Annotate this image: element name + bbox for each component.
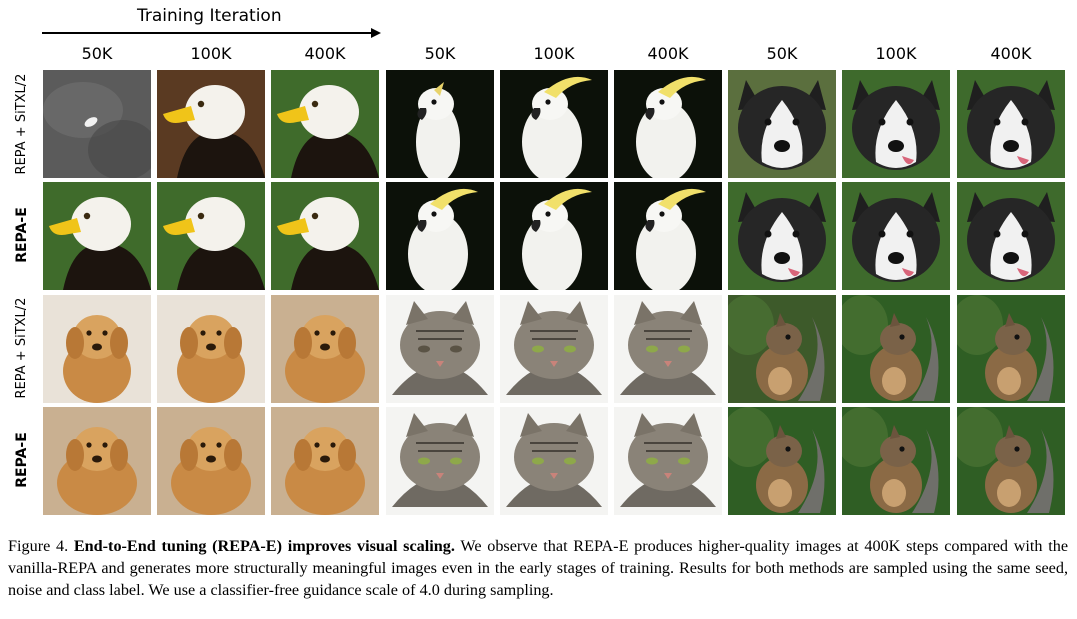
eagle-sample-image bbox=[271, 182, 379, 290]
column-label: 50K bbox=[766, 44, 798, 63]
golden-retriever-sample-image bbox=[43, 295, 151, 403]
column-labels: 50K 100K 400K 50K 100K 400K 50K 100K 400… bbox=[0, 44, 1077, 68]
husky-sample-image bbox=[957, 182, 1065, 290]
husky-sample-image bbox=[842, 70, 950, 178]
husky-sample-image bbox=[728, 70, 836, 178]
squirrel-sample-image bbox=[728, 407, 836, 515]
column-label: 50K bbox=[81, 44, 113, 63]
cockatoo-sample-image bbox=[386, 70, 494, 178]
row-label-vanilla: REPA + SiTXL/2 bbox=[14, 73, 29, 175]
caption-prefix: Figure 4. bbox=[8, 537, 69, 555]
eagle-sample-image bbox=[43, 182, 151, 290]
eagle-sample-image bbox=[157, 182, 265, 290]
eagle-sample-image bbox=[157, 70, 265, 178]
cockatoo-sample-image bbox=[500, 70, 608, 178]
cockatoo-sample-image bbox=[614, 70, 722, 178]
golden-retriever-sample-image bbox=[271, 295, 379, 403]
figure-caption: Figure 4. End-to-End tuning (REPA-E) imp… bbox=[8, 535, 1068, 601]
training-iteration-arrow bbox=[42, 28, 381, 38]
squirrel-sample-image bbox=[957, 295, 1065, 403]
husky-sample-image bbox=[957, 70, 1065, 178]
column-label: 100K bbox=[875, 44, 917, 63]
squirrel-sample-image bbox=[957, 407, 1065, 515]
golden-retriever-sample-image bbox=[157, 295, 265, 403]
husky-sample-image bbox=[842, 182, 950, 290]
column-label: 100K bbox=[533, 44, 575, 63]
golden-retriever-sample-image bbox=[157, 407, 265, 515]
column-label: 400K bbox=[304, 44, 346, 63]
cockatoo-sample-image bbox=[386, 182, 494, 290]
golden-retriever-sample-image bbox=[43, 407, 151, 515]
cat-sample-image bbox=[386, 295, 494, 403]
column-label: 50K bbox=[424, 44, 456, 63]
training-iteration-label: Training Iteration bbox=[137, 6, 282, 26]
row-label-repa-e: REPA-E bbox=[14, 207, 30, 263]
squirrel-sample-image bbox=[842, 407, 950, 515]
golden-retriever-sample-image bbox=[271, 407, 379, 515]
husky-sample-image bbox=[728, 182, 836, 290]
eagle-sample-image bbox=[271, 70, 379, 178]
squirrel-sample-image bbox=[842, 295, 950, 403]
row-label-repa-e: REPA-E bbox=[14, 432, 30, 488]
row-label-vanilla: REPA + SiTXL/2 bbox=[14, 297, 29, 399]
column-label: 400K bbox=[990, 44, 1032, 63]
cat-sample-image bbox=[386, 407, 494, 515]
cat-sample-image bbox=[614, 407, 722, 515]
column-label: 400K bbox=[647, 44, 689, 63]
caption-body: We observe that REPA-E produces higher-q… bbox=[8, 537, 1069, 599]
cat-sample-image bbox=[500, 407, 608, 515]
caption-title: End-to-End tuning (REPA-E) improves visu… bbox=[73, 537, 455, 555]
cat-sample-image bbox=[614, 295, 722, 403]
column-label: 100K bbox=[190, 44, 232, 63]
cockatoo-sample-image bbox=[614, 182, 722, 290]
cockatoo-sample-image bbox=[500, 182, 608, 290]
squirrel-sample-image bbox=[728, 295, 836, 403]
eagle-sample-image bbox=[43, 70, 151, 178]
cat-sample-image bbox=[500, 295, 608, 403]
